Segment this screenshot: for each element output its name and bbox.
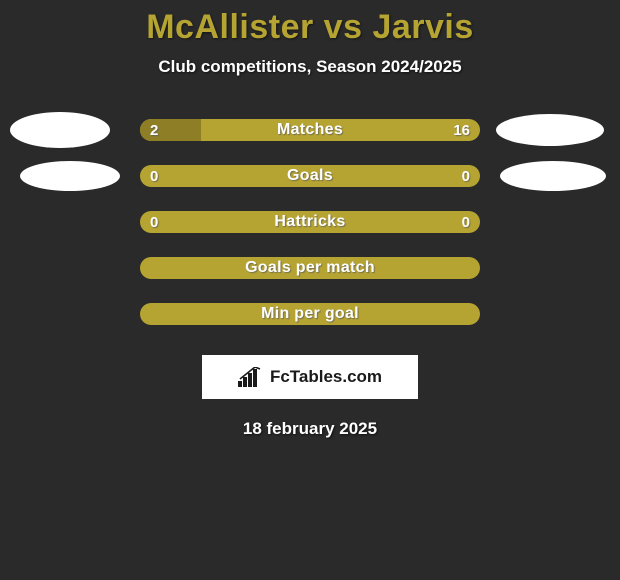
- stat-rows: 216Matches 00Goals 00Hattricks Goals per ma…: [0, 107, 620, 337]
- stat-row: 00Hattricks: [0, 199, 620, 245]
- stat-label: Goals per match: [140, 257, 480, 279]
- stat-label: Goals: [140, 165, 480, 187]
- player-left-avatar: [20, 161, 120, 191]
- stat-bar: Goals per match: [140, 257, 480, 279]
- brand-logo-text: FcTables.com: [270, 367, 382, 387]
- stat-bar: 00Hattricks: [140, 211, 480, 233]
- page-title: McAllister vs Jarvis: [0, 8, 620, 47]
- bar-chart-icon: [238, 367, 264, 387]
- brand-logo: FcTables.com: [202, 355, 418, 399]
- stat-row: 00Goals: [0, 153, 620, 199]
- stat-bar: 216Matches: [140, 119, 480, 141]
- date-line: 18 february 2025: [0, 419, 620, 439]
- stat-label: Hattricks: [140, 211, 480, 233]
- stat-row: 216Matches: [0, 107, 620, 153]
- stat-label: Matches: [140, 119, 480, 141]
- player-left-avatar: [10, 112, 110, 148]
- stat-row: Min per goal: [0, 291, 620, 337]
- stat-label: Min per goal: [140, 303, 480, 325]
- subtitle: Club competitions, Season 2024/2025: [0, 57, 620, 77]
- stat-row: Goals per match: [0, 245, 620, 291]
- stat-bar: Min per goal: [140, 303, 480, 325]
- player-right-avatar: [500, 161, 606, 191]
- player-right-avatar: [496, 114, 604, 146]
- stat-bar: 00Goals: [140, 165, 480, 187]
- comparison-infographic: McAllister vs Jarvis Club competitions, …: [0, 0, 620, 580]
